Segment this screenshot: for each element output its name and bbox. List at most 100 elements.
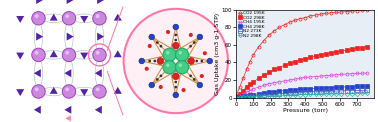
CO2 298K: [303, 58, 308, 60]
CH4 298K: [293, 89, 297, 91]
Circle shape: [139, 58, 144, 64]
Circle shape: [166, 63, 169, 67]
N2 298K: [244, 96, 249, 98]
N2 298K: [334, 93, 339, 95]
N2 273K: [256, 94, 261, 96]
CO2 298K: [329, 52, 333, 54]
N2 273K: [329, 90, 333, 92]
Y-axis label: Gas Uptake (cm3 g-1 STP): Gas Uptake (cm3 g-1 STP): [215, 13, 220, 95]
Polygon shape: [32, 85, 45, 98]
Polygon shape: [32, 48, 45, 62]
CO2 195K: [324, 13, 328, 14]
CH4 195K: [319, 75, 323, 77]
Circle shape: [32, 48, 45, 62]
Polygon shape: [64, 69, 71, 77]
Circle shape: [173, 24, 179, 30]
CH4 298K: [339, 86, 344, 88]
CH4 298K: [365, 85, 370, 87]
CO2 298K: [277, 67, 282, 68]
N2 298K: [267, 95, 271, 97]
Polygon shape: [93, 85, 106, 98]
Line: CH4 298K: CH4 298K: [235, 84, 369, 99]
Circle shape: [93, 12, 106, 25]
CO2 195K: [308, 15, 313, 17]
Circle shape: [35, 51, 39, 55]
CO2 298K: [339, 50, 344, 52]
Polygon shape: [50, 87, 58, 94]
N2 273K: [334, 90, 339, 92]
CO2 298K: [262, 74, 266, 76]
N2 298K: [360, 93, 364, 94]
N2 273K: [262, 94, 266, 95]
N2 273K: [365, 89, 370, 91]
Circle shape: [197, 82, 203, 88]
N2 298K: [251, 96, 256, 97]
CO2 298K: [360, 47, 364, 48]
CH4 195K: [355, 73, 359, 74]
N2 273K: [324, 91, 328, 92]
CH4 195K: [303, 77, 308, 78]
CO2 195K: [329, 12, 333, 14]
CH4 298K: [298, 89, 302, 90]
CO2 195K: [319, 13, 323, 15]
CO2 195K: [344, 11, 349, 12]
N2 298K: [298, 94, 302, 95]
Line: CH4 195K: CH4 195K: [235, 71, 369, 99]
N2 298K: [282, 95, 287, 96]
Polygon shape: [97, 33, 104, 41]
CH4 298K: [277, 90, 282, 92]
CO2 195K: [282, 24, 287, 25]
Circle shape: [62, 12, 76, 25]
CH4 195K: [277, 81, 282, 82]
N2 273K: [277, 93, 282, 94]
N2 273K: [234, 97, 239, 98]
Circle shape: [149, 82, 155, 88]
Circle shape: [175, 48, 189, 61]
N2 273K: [308, 91, 313, 93]
CH4 195K: [365, 72, 370, 74]
Circle shape: [156, 78, 159, 81]
Circle shape: [189, 45, 192, 48]
Circle shape: [32, 12, 45, 25]
N2 298K: [329, 93, 333, 95]
CH4 298K: [262, 92, 266, 94]
N2 273K: [360, 90, 364, 91]
N2 273K: [267, 94, 271, 95]
CO2 298K: [256, 78, 261, 79]
N2 273K: [251, 95, 256, 96]
Polygon shape: [80, 89, 88, 96]
N2 298K: [324, 93, 328, 95]
N2 298K: [319, 93, 323, 95]
Polygon shape: [50, 50, 58, 57]
Polygon shape: [65, 115, 71, 122]
CH4 195K: [256, 86, 261, 88]
Polygon shape: [97, 0, 104, 4]
Line: CO2 298K: CO2 298K: [235, 45, 369, 98]
CH4 298K: [360, 85, 364, 87]
CO2 298K: [251, 81, 256, 82]
Circle shape: [193, 41, 195, 44]
Circle shape: [189, 33, 193, 37]
CO2 195K: [256, 46, 261, 47]
Circle shape: [178, 51, 182, 54]
CO2 195K: [355, 10, 359, 11]
N2 273K: [344, 90, 349, 91]
CH4 298K: [234, 97, 239, 98]
CO2 195K: [277, 27, 282, 28]
Circle shape: [148, 60, 151, 62]
CH4 195K: [272, 82, 276, 83]
CH4 298K: [248, 94, 253, 96]
Circle shape: [172, 73, 179, 80]
Circle shape: [189, 74, 192, 77]
Line: N2 298K: N2 298K: [235, 92, 369, 99]
Circle shape: [166, 30, 170, 34]
N2 298K: [287, 94, 292, 96]
CH4 298K: [251, 94, 256, 95]
CO2 195K: [303, 17, 308, 18]
CO2 195K: [339, 11, 344, 13]
Circle shape: [163, 48, 176, 61]
CO2 195K: [298, 18, 302, 19]
CH4 298K: [241, 96, 245, 97]
CH4 298K: [303, 88, 308, 90]
CO2 298K: [308, 56, 313, 58]
